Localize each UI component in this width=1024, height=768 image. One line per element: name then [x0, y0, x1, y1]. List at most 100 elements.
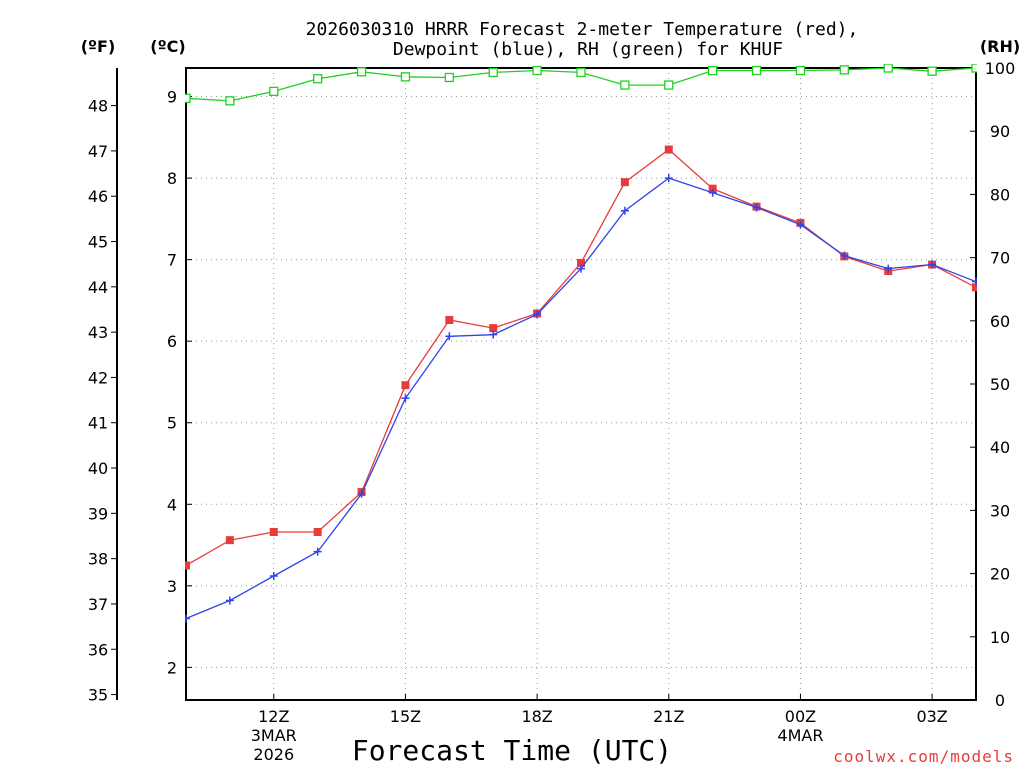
dewpoint-marker [185, 614, 190, 623]
rh-marker [927, 66, 937, 76]
fahrenheit-tick-label: 42 [88, 368, 108, 387]
rh-unit-label: (RH) [980, 37, 1020, 56]
celsius-axis-ticks: 2 3 4 5 6 7 8 9 [167, 88, 192, 677]
temperature-marker [972, 283, 977, 292]
temperature-marker [269, 528, 278, 537]
fahrenheit-tick-label: 46 [88, 187, 108, 206]
dewpoint-marker [445, 332, 454, 341]
temperature-marker [577, 258, 585, 267]
dewpoint-marker [752, 203, 761, 212]
rh-marker [576, 67, 586, 78]
time-tick-label: 21Z [653, 707, 684, 726]
time-tick-label: 15Z [390, 707, 421, 726]
chart-subtitle: Dewpoint (blue), RH (green) for KHUF [393, 39, 783, 60]
dewpoint-marker [357, 489, 366, 498]
fahrenheit-unit-label: (ºF) [81, 37, 116, 56]
rh-marker [400, 72, 411, 82]
temperature-marker [401, 381, 410, 390]
dewpoint-marker [225, 596, 234, 605]
dewpoint-series [185, 174, 977, 623]
time-date-label: 4MAR [777, 726, 823, 745]
rh-tick-label: 100 [985, 59, 1016, 78]
rh-tick-label: 50 [990, 375, 1010, 394]
fahrenheit-tick-label: 35 [88, 686, 108, 705]
rh-tick-label: 30 [990, 501, 1010, 520]
rh-tick-label: 80 [990, 185, 1010, 204]
fahrenheit-tick-label: 44 [88, 278, 108, 297]
series-layer [185, 64, 977, 623]
time-year-label: 2026 [253, 745, 294, 764]
fahrenheit-tick-label: 41 [88, 414, 108, 433]
temperature-marker [664, 145, 673, 154]
rh-marker [620, 80, 630, 90]
celsius-tick-label: 2 [167, 658, 177, 677]
temperature-marker [313, 528, 322, 537]
temperature-line [185, 148, 977, 566]
celsius-tick-label: 8 [167, 169, 177, 188]
gridlines [186, 68, 976, 700]
rh-tick-label: 0 [995, 691, 1005, 710]
x-axis-label: Forecast Time (UTC) [352, 734, 672, 767]
fahrenheit-tick-label: 45 [88, 233, 108, 252]
rh-tick-label: 10 [990, 628, 1010, 647]
rh-marker [185, 93, 191, 103]
rh-marker [356, 67, 367, 77]
celsius-tick-label: 5 [167, 414, 177, 433]
celsius-tick-label: 7 [167, 251, 177, 270]
dewpoint-line [185, 177, 977, 620]
fahrenheit-tick-label: 47 [88, 142, 108, 161]
celsius-tick-label: 6 [167, 332, 177, 351]
dewpoint-marker [708, 188, 717, 197]
rh-tick-label: 40 [990, 438, 1010, 457]
dewpoint-marker [401, 394, 410, 403]
rh-marker [708, 65, 718, 76]
fahrenheit-tick-label: 39 [88, 504, 108, 523]
rh-marker [883, 64, 893, 73]
celsius-unit-label: (ºC) [150, 37, 185, 56]
plot-frame [185, 67, 977, 701]
temperature-marker [445, 315, 454, 324]
chart-title: 2026030310 HRRR Forecast 2-meter Tempera… [306, 19, 859, 40]
rh-marker [971, 64, 977, 73]
rh-marker [839, 65, 849, 75]
celsius-tick-label: 4 [167, 495, 177, 514]
dewpoint-marker [796, 220, 805, 229]
celsius-tick-label: 3 [167, 577, 177, 596]
rh-marker [225, 96, 235, 106]
fahrenheit-tick-label: 43 [88, 323, 108, 342]
temperature-marker [489, 324, 498, 333]
dewpoint-marker [620, 206, 629, 215]
celsius-tick-label: 9 [167, 88, 177, 107]
temperature-marker [185, 561, 190, 570]
time-tick-label: 00Z [785, 707, 816, 726]
dewpoint-marker [269, 572, 278, 581]
dewpoint-marker [884, 264, 893, 273]
dewpoint-marker [489, 330, 498, 339]
dewpoint-marker [840, 251, 849, 260]
rh-marker [269, 86, 279, 97]
credit-text: coolwx.com/models [833, 747, 1014, 766]
fahrenheit-tick-label: 48 [88, 97, 108, 116]
rh-tick-label: 60 [990, 312, 1010, 331]
temperature-marker [620, 178, 629, 187]
dewpoint-marker [928, 260, 937, 269]
dewpoint-marker [533, 310, 542, 319]
dewpoint-marker [664, 174, 673, 183]
rh-marker [664, 80, 674, 90]
fahrenheit-tick-label: 40 [88, 459, 108, 478]
time-tick-label: 18Z [521, 707, 552, 726]
fahrenheit-tick-label: 36 [88, 640, 108, 659]
temperature-marker [708, 184, 717, 193]
fahrenheit-tick-label: 37 [88, 595, 108, 614]
rh-tick-label: 90 [990, 122, 1010, 141]
rh-marker [313, 74, 323, 84]
fahrenheit-axis-ticks: 35 36 37 38 39 40 41 42 43 44 45 46 47 48 [88, 97, 117, 705]
temperature-series [185, 145, 977, 570]
temperature-marker [225, 536, 234, 545]
time-tick-label: 03Z [916, 707, 947, 726]
rh-series [185, 64, 977, 106]
time-date-label: 3MAR [251, 726, 297, 745]
dewpoint-marker [313, 547, 322, 556]
